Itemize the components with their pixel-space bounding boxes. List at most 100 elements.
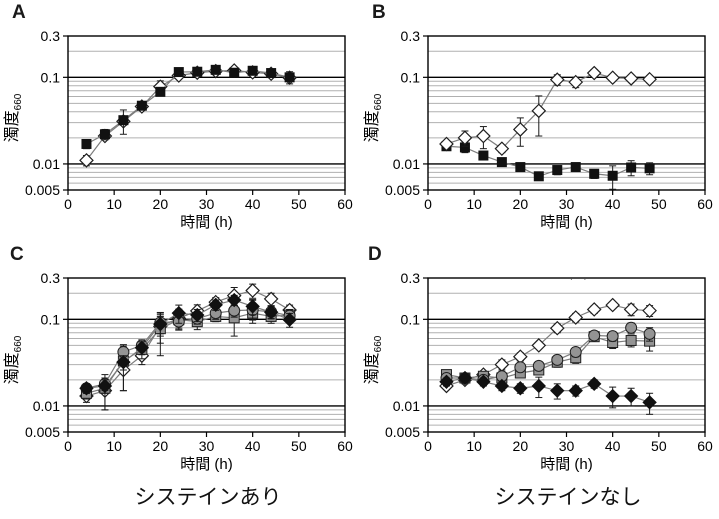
gridlines <box>428 50 705 184</box>
y-tick-label: 0.1 <box>41 69 61 85</box>
filled-square-marker <box>589 168 600 179</box>
filled-square-marker <box>81 138 92 149</box>
y-tick-label: 0.1 <box>401 69 421 85</box>
panel-b-letter: B <box>372 2 386 23</box>
filled-square-marker <box>247 65 258 76</box>
x-tick-label: 10 <box>106 438 122 454</box>
open-diamond-marker <box>586 302 602 317</box>
series-filled-square <box>441 141 655 190</box>
open-diamond-marker <box>605 297 621 313</box>
filled-diamond-marker <box>586 376 602 392</box>
filled-square-marker <box>626 162 637 173</box>
x-axis-title: 時間 (h) <box>180 456 233 473</box>
series-line <box>86 312 290 394</box>
filled-diamond-marker <box>457 370 473 386</box>
gridlines <box>428 292 705 426</box>
series-line <box>86 299 290 389</box>
x-tick-label: 20 <box>153 438 169 454</box>
filled-diamond-marker <box>605 388 620 404</box>
filled-square-marker <box>284 72 295 83</box>
filled-diamond-marker <box>642 395 657 410</box>
open-diamond-marker <box>568 74 584 90</box>
panel-c: C 0.3 0.1 0.01 0.005 0 10 20 30 40 50 60 時間 (h) 濁度66… <box>0 242 360 482</box>
plot-frame <box>427 277 706 433</box>
y-axis-title: 濁度660 <box>363 335 384 384</box>
x-tick-label: 0 <box>424 196 432 212</box>
filled-square-marker <box>533 171 544 182</box>
series-open-diamond <box>79 283 297 411</box>
x-tick-label: 20 <box>513 438 529 454</box>
series-open-diamond <box>439 65 657 157</box>
y-tick-label: 0.3 <box>41 28 61 44</box>
y-tick-label: 0.3 <box>401 28 421 44</box>
x-axis-title: 時間 (h) <box>540 214 593 231</box>
series-line <box>85 69 290 161</box>
open-diamond-marker <box>531 338 547 353</box>
series-filled-diamond <box>439 370 657 415</box>
filled-square-marker <box>644 163 655 174</box>
filled-diamond-marker <box>153 316 168 332</box>
filled-square-marker <box>192 66 203 77</box>
panel-d: D 0.3 0.1 0.01 0.005 0 10 20 30 40 50 60 時間 (h) 濁度66… <box>360 242 719 482</box>
plot-frame <box>67 35 346 191</box>
filled-square-marker <box>607 170 618 181</box>
y-tick-label: 0.005 <box>25 182 60 198</box>
gray-circle-marker <box>551 353 564 366</box>
x-axis-title: 時間 (h) <box>540 456 593 473</box>
y-axis: 0.3 0.1 0.01 0.005 <box>385 270 428 440</box>
x-axis: 0 10 20 30 40 50 60 <box>64 432 353 454</box>
open-diamond-marker <box>623 302 639 317</box>
x-axis-title: 時間 (h) <box>180 214 233 231</box>
plot-frame <box>67 277 346 433</box>
x-tick-label: 40 <box>245 196 261 212</box>
x-axis: 0 10 20 30 40 50 60 <box>424 432 713 454</box>
x-tick-label: 40 <box>605 438 621 454</box>
y-axis-title: 濁度660 <box>363 93 384 142</box>
gridlines <box>68 50 345 184</box>
y-tick-label: 0.01 <box>33 398 60 414</box>
open-diamond-marker <box>531 103 547 119</box>
open-diamond-marker <box>79 152 94 168</box>
filled-diamond-marker <box>263 304 279 320</box>
filled-diamond-marker <box>439 374 454 389</box>
filled-diamond-marker <box>568 383 583 398</box>
filled-square-marker <box>136 100 147 111</box>
gray-circle-marker <box>532 359 545 372</box>
x-tick-label: 30 <box>199 196 215 212</box>
filled-square-marker <box>478 150 489 161</box>
caption-without-cysteine: システインなし <box>494 486 642 509</box>
filled-square-marker <box>173 67 184 78</box>
open-diamond-marker <box>642 71 657 87</box>
x-tick-label: 50 <box>651 438 667 454</box>
y-axis: 0.3 0.1 0.01 0.005 <box>385 28 428 198</box>
x-tick-label: 50 <box>651 196 667 212</box>
x-tick-label: 0 <box>64 438 72 454</box>
series-open-diamond <box>79 63 297 168</box>
x-tick-label: 60 <box>337 196 353 212</box>
y-axis-title: 濁度660 <box>3 335 24 384</box>
open-diamond-marker <box>605 70 621 86</box>
y-axis: 0.3 0.1 0.01 0.005 <box>25 28 68 198</box>
gray-circle-marker <box>514 361 527 374</box>
series-line <box>446 336 650 379</box>
stray-dots-artifact: . . <box>570 272 591 283</box>
filled-square-marker <box>229 67 240 78</box>
y-tick-label: 0.005 <box>385 424 420 440</box>
y-tick-label: 0.1 <box>401 311 421 327</box>
gray-circle-marker <box>588 329 601 342</box>
x-axis: 0 10 20 30 40 50 60 <box>64 190 353 212</box>
y-tick-label: 0.005 <box>385 182 420 198</box>
series-filled-diamond <box>79 292 297 396</box>
series-filled-square <box>81 64 295 150</box>
caption-with-cysteine: システインあり <box>134 486 282 509</box>
filled-diamond-marker <box>245 299 260 314</box>
open-diamond-marker <box>623 71 639 86</box>
x-tick-label: 30 <box>199 438 215 454</box>
filled-diamond-marker <box>134 340 150 355</box>
x-tick-label: 20 <box>513 196 529 212</box>
x-axis: 0 10 20 30 40 50 60 <box>424 190 713 212</box>
open-diamond-marker <box>549 320 565 336</box>
